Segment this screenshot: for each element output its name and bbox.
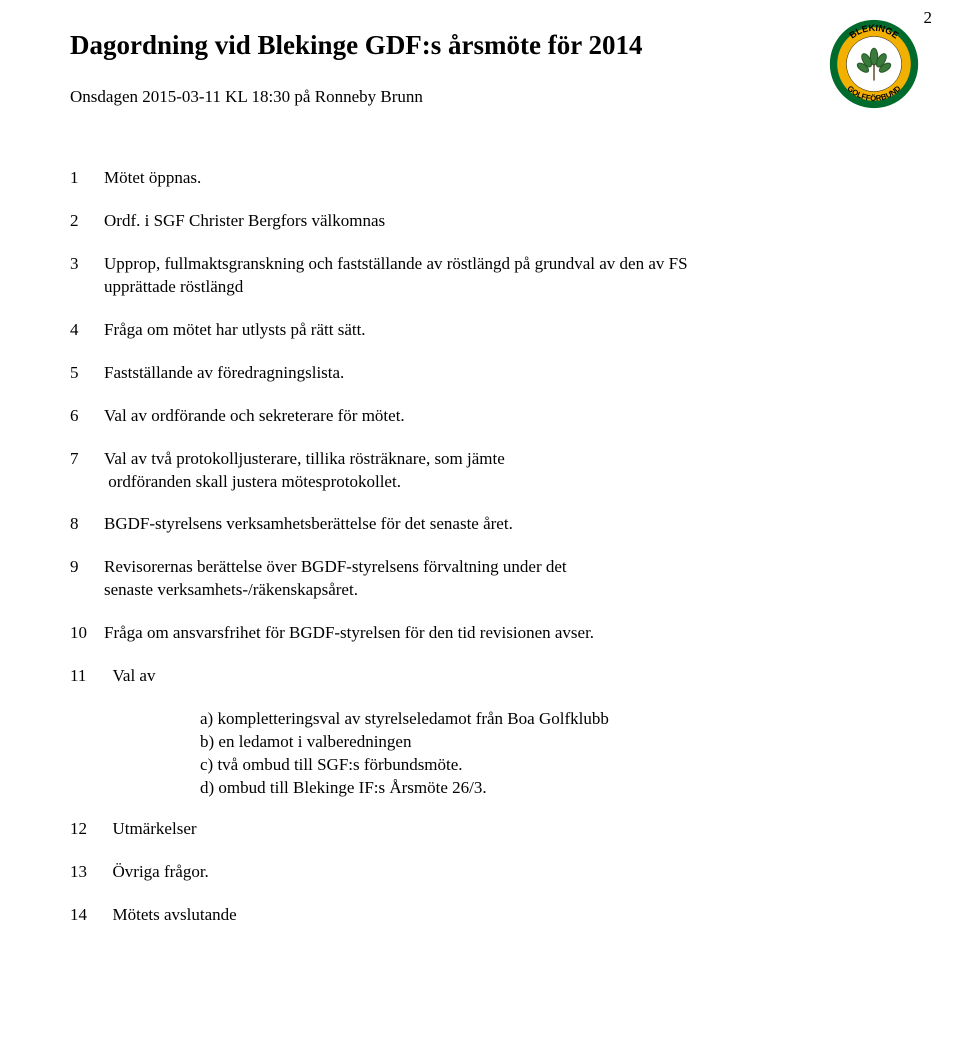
- agenda-item-text: Fastställande av föredragningslista.: [104, 362, 890, 385]
- agenda-item-number: 6: [70, 405, 104, 428]
- sublist-item: d) ombud till Blekinge IF:s Årsmöte 26/3…: [200, 777, 890, 800]
- agenda-item-text: Fråga om mötet har utlysts på rätt sätt.: [104, 319, 890, 342]
- agenda-item: 6Val av ordförande och sekreterare för m…: [70, 405, 890, 428]
- agenda-item: 14 Mötets avslutande: [70, 904, 890, 927]
- agenda-item: 12 Utmärkelser: [70, 818, 890, 841]
- agenda-item: 4Fråga om mötet har utlysts på rätt sätt…: [70, 319, 890, 342]
- page-subtitle: Onsdagen 2015-03-11 KL 18:30 på Ronneby …: [70, 87, 890, 107]
- agenda-item-number: 8: [70, 513, 104, 536]
- agenda-item-number: 12: [70, 818, 104, 841]
- page-title: Dagordning vid Blekinge GDF:s årsmöte fö…: [70, 30, 890, 61]
- agenda-item-text: Ordf. i SGF Christer Bergfors välkomnas: [104, 210, 890, 233]
- agenda-item-text: Val av: [104, 665, 890, 688]
- agenda-item: 11 Val av: [70, 665, 890, 688]
- agenda-item-text: Val av två protokolljusterare, tillika r…: [104, 448, 890, 494]
- agenda-item-number: 14: [70, 904, 104, 927]
- agenda-item-number: 7: [70, 448, 104, 494]
- agenda-item-number: 2: [70, 210, 104, 233]
- agenda-item-text: Revisorernas berättelse över BGDF-styrel…: [104, 556, 890, 602]
- page-number: 2: [924, 8, 933, 28]
- agenda-item: 1Mötet öppnas.: [70, 167, 890, 190]
- agenda-item-number: 11: [70, 665, 104, 688]
- agenda-item-number: 13: [70, 861, 104, 884]
- agenda-item-text: Val av ordförande och sekreterare för mö…: [104, 405, 890, 428]
- agenda-item-number: 3: [70, 253, 104, 299]
- agenda-item-text: Mötets avslutande: [104, 904, 890, 927]
- agenda-item-text: Övriga frågor.: [104, 861, 890, 884]
- sublist-item: a) kompletteringsval av styrelseledamot …: [200, 708, 890, 731]
- agenda-item: 5Fastställande av föredragningslista.: [70, 362, 890, 385]
- agenda-item: 3Upprop, fullmaktsgranskning och faststä…: [70, 253, 890, 299]
- agenda-item: 13 Övriga frågor.: [70, 861, 890, 884]
- document-page: 2 BLEKINGE GOLFFÖRBUND Dagordning vid Bl…: [0, 0, 960, 1044]
- agenda-item: 7Val av två protokolljusterare, tillika …: [70, 448, 890, 494]
- agenda-item-text: Utmärkelser: [104, 818, 890, 841]
- agenda-list: 1Mötet öppnas.2Ordf. i SGF Christer Berg…: [70, 167, 890, 927]
- agenda-item-number: 4: [70, 319, 104, 342]
- agenda-item-text: BGDF-styrelsens verksamhetsberättelse fö…: [104, 513, 890, 536]
- agenda-item: 2Ordf. i SGF Christer Bergfors välkomnas: [70, 210, 890, 233]
- agenda-item-number: 9: [70, 556, 104, 602]
- agenda-item-text: Fråga om ansvarsfrihet för BGDF-styrelse…: [104, 622, 890, 645]
- agenda-item: 8BGDF-styrelsens verksamhetsberättelse f…: [70, 513, 890, 536]
- agenda-item-text: Mötet öppnas.: [104, 167, 890, 190]
- sublist-item: b) en ledamot i valberedningen: [200, 731, 890, 754]
- agenda-item: 9Revisorernas berättelse över BGDF-styre…: [70, 556, 890, 602]
- agenda-item: 10Fråga om ansvarsfrihet för BGDF-styrel…: [70, 622, 890, 645]
- agenda-item-number: 1: [70, 167, 104, 190]
- spacer: [70, 800, 890, 818]
- blekinge-golf-logo: BLEKINGE GOLFFÖRBUND: [828, 18, 920, 110]
- agenda-item-text: Upprop, fullmaktsgranskning och faststäl…: [104, 253, 890, 299]
- agenda-item-number: 10: [70, 622, 104, 645]
- agenda-item-11-sublist: a) kompletteringsval av styrelseledamot …: [200, 708, 890, 800]
- sublist-item: c) två ombud till SGF:s förbundsmöte.: [200, 754, 890, 777]
- agenda-item-number: 5: [70, 362, 104, 385]
